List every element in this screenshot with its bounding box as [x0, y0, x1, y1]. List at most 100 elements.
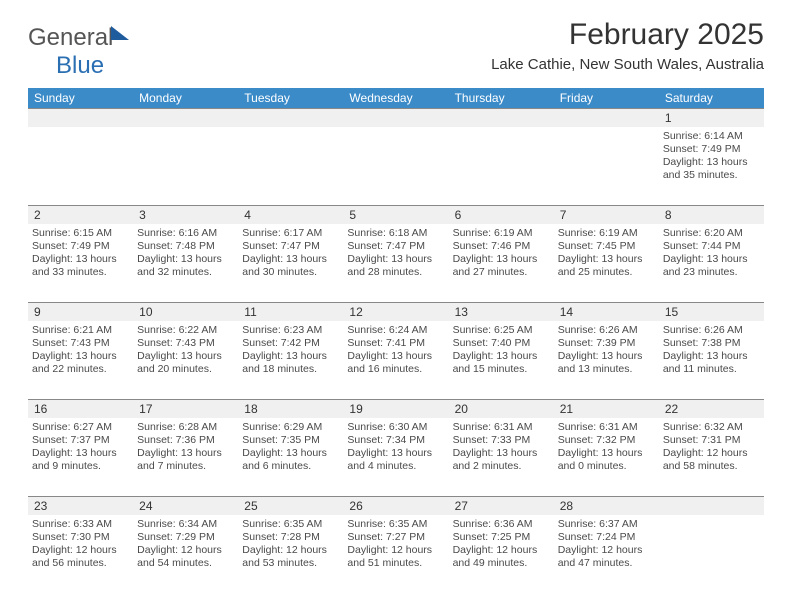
day-detail: and 58 minutes. [663, 460, 760, 473]
day-number: 18 [238, 400, 343, 418]
day-number: 8 [659, 206, 764, 224]
day-detail: and 51 minutes. [347, 557, 444, 570]
dow-tuesday: Tuesday [238, 88, 343, 108]
day-detail: Sunset: 7:33 PM [453, 434, 550, 447]
day-detail: and 49 minutes. [453, 557, 550, 570]
day-detail: Sunset: 7:32 PM [558, 434, 655, 447]
day-detail: Sunrise: 6:28 AM [137, 421, 234, 434]
day-cell [343, 127, 448, 205]
day-number [238, 109, 343, 127]
day-detail: Sunrise: 6:35 AM [347, 518, 444, 531]
calendar-grid: Sunday Monday Tuesday Wednesday Thursday… [28, 88, 764, 593]
day-detail: Sunset: 7:39 PM [558, 337, 655, 350]
day-detail: and 23 minutes. [663, 266, 760, 279]
day-cell [133, 127, 238, 205]
day-detail: Sunset: 7:49 PM [663, 143, 760, 156]
day-cell: Sunrise: 6:31 AMSunset: 7:33 PMDaylight:… [449, 418, 554, 496]
day-detail: Daylight: 13 hours [242, 253, 339, 266]
day-detail: Daylight: 12 hours [558, 544, 655, 557]
calendar-page: GeneralBlue February 2025 Lake Cathie, N… [0, 0, 792, 603]
day-number: 4 [238, 206, 343, 224]
day-detail: Daylight: 12 hours [32, 544, 129, 557]
day-detail: Sunrise: 6:26 AM [558, 324, 655, 337]
day-detail: Sunset: 7:41 PM [347, 337, 444, 350]
week-row: Sunrise: 6:21 AMSunset: 7:43 PMDaylight:… [28, 321, 764, 399]
week-row: Sunrise: 6:14 AMSunset: 7:49 PMDaylight:… [28, 127, 764, 205]
day-detail: and 2 minutes. [453, 460, 550, 473]
day-cell: Sunrise: 6:32 AMSunset: 7:31 PMDaylight:… [659, 418, 764, 496]
day-number [659, 497, 764, 515]
day-detail: Daylight: 13 hours [242, 447, 339, 460]
day-cell: Sunrise: 6:21 AMSunset: 7:43 PMDaylight:… [28, 321, 133, 399]
day-cell: Sunrise: 6:16 AMSunset: 7:48 PMDaylight:… [133, 224, 238, 302]
location: Lake Cathie, New South Wales, Australia [491, 56, 764, 73]
day-detail: Sunset: 7:47 PM [242, 240, 339, 253]
day-detail: Sunrise: 6:34 AM [137, 518, 234, 531]
day-detail: Sunset: 7:43 PM [32, 337, 129, 350]
day-number: 5 [343, 206, 448, 224]
logo-general: General [28, 24, 113, 51]
day-number: 27 [449, 497, 554, 515]
day-detail: Daylight: 12 hours [347, 544, 444, 557]
day-detail: Sunset: 7:35 PM [242, 434, 339, 447]
day-cell: Sunrise: 6:14 AMSunset: 7:49 PMDaylight:… [659, 127, 764, 205]
day-detail: Sunrise: 6:19 AM [558, 227, 655, 240]
day-detail: Sunset: 7:28 PM [242, 531, 339, 544]
day-detail: Sunset: 7:42 PM [242, 337, 339, 350]
day-detail: Sunset: 7:30 PM [32, 531, 129, 544]
day-cell: Sunrise: 6:17 AMSunset: 7:47 PMDaylight:… [238, 224, 343, 302]
day-detail: Daylight: 13 hours [663, 350, 760, 363]
day-number: 1 [659, 109, 764, 127]
day-cell: Sunrise: 6:19 AMSunset: 7:46 PMDaylight:… [449, 224, 554, 302]
day-detail: Sunrise: 6:16 AM [137, 227, 234, 240]
day-detail: Sunrise: 6:37 AM [558, 518, 655, 531]
day-number: 21 [554, 400, 659, 418]
day-detail: Sunrise: 6:15 AM [32, 227, 129, 240]
day-number: 12 [343, 303, 448, 321]
day-number: 6 [449, 206, 554, 224]
day-detail: Sunset: 7:48 PM [137, 240, 234, 253]
day-cell [449, 127, 554, 205]
day-cell: Sunrise: 6:24 AMSunset: 7:41 PMDaylight:… [343, 321, 448, 399]
day-cell: Sunrise: 6:35 AMSunset: 7:27 PMDaylight:… [343, 515, 448, 593]
day-detail: Daylight: 13 hours [242, 350, 339, 363]
dow-friday: Friday [554, 88, 659, 108]
day-detail: Sunset: 7:49 PM [32, 240, 129, 253]
day-detail: Sunrise: 6:30 AM [347, 421, 444, 434]
day-number: 22 [659, 400, 764, 418]
day-cell: Sunrise: 6:34 AMSunset: 7:29 PMDaylight:… [133, 515, 238, 593]
month-title: February 2025 [491, 18, 764, 52]
day-cell [659, 515, 764, 593]
day-cell: Sunrise: 6:19 AMSunset: 7:45 PMDaylight:… [554, 224, 659, 302]
day-of-week-row: Sunday Monday Tuesday Wednesday Thursday… [28, 88, 764, 108]
day-number: 19 [343, 400, 448, 418]
logo: GeneralBlue [28, 24, 129, 80]
day-detail: Sunrise: 6:20 AM [663, 227, 760, 240]
daynum-row: 232425262728 [28, 496, 764, 515]
day-number: 28 [554, 497, 659, 515]
day-detail: Sunrise: 6:35 AM [242, 518, 339, 531]
day-cell: Sunrise: 6:33 AMSunset: 7:30 PMDaylight:… [28, 515, 133, 593]
day-detail: Sunrise: 6:24 AM [347, 324, 444, 337]
day-detail: and 22 minutes. [32, 363, 129, 376]
day-cell: Sunrise: 6:28 AMSunset: 7:36 PMDaylight:… [133, 418, 238, 496]
day-detail: and 4 minutes. [347, 460, 444, 473]
day-detail: and 18 minutes. [242, 363, 339, 376]
day-number [343, 109, 448, 127]
daynum-row: 9101112131415 [28, 302, 764, 321]
day-cell: Sunrise: 6:26 AMSunset: 7:38 PMDaylight:… [659, 321, 764, 399]
day-cell: Sunrise: 6:23 AMSunset: 7:42 PMDaylight:… [238, 321, 343, 399]
day-number: 11 [238, 303, 343, 321]
day-number: 2 [28, 206, 133, 224]
day-detail: Daylight: 12 hours [453, 544, 550, 557]
day-cell: Sunrise: 6:22 AMSunset: 7:43 PMDaylight:… [133, 321, 238, 399]
day-detail: and 30 minutes. [242, 266, 339, 279]
day-detail: and 13 minutes. [558, 363, 655, 376]
day-detail: Sunset: 7:36 PM [137, 434, 234, 447]
week-row: Sunrise: 6:33 AMSunset: 7:30 PMDaylight:… [28, 515, 764, 593]
day-detail: and 6 minutes. [242, 460, 339, 473]
day-detail: Sunrise: 6:26 AM [663, 324, 760, 337]
day-detail: Sunset: 7:45 PM [558, 240, 655, 253]
day-cell: Sunrise: 6:36 AMSunset: 7:25 PMDaylight:… [449, 515, 554, 593]
daynum-row: 2345678 [28, 205, 764, 224]
